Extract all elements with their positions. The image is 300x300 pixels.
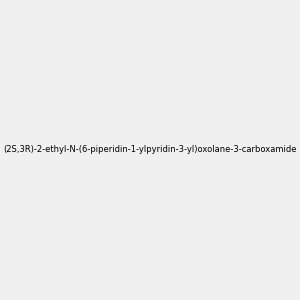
- Text: (2S,3R)-2-ethyl-N-(6-piperidin-1-ylpyridin-3-yl)oxolane-3-carboxamide: (2S,3R)-2-ethyl-N-(6-piperidin-1-ylpyrid…: [3, 146, 297, 154]
